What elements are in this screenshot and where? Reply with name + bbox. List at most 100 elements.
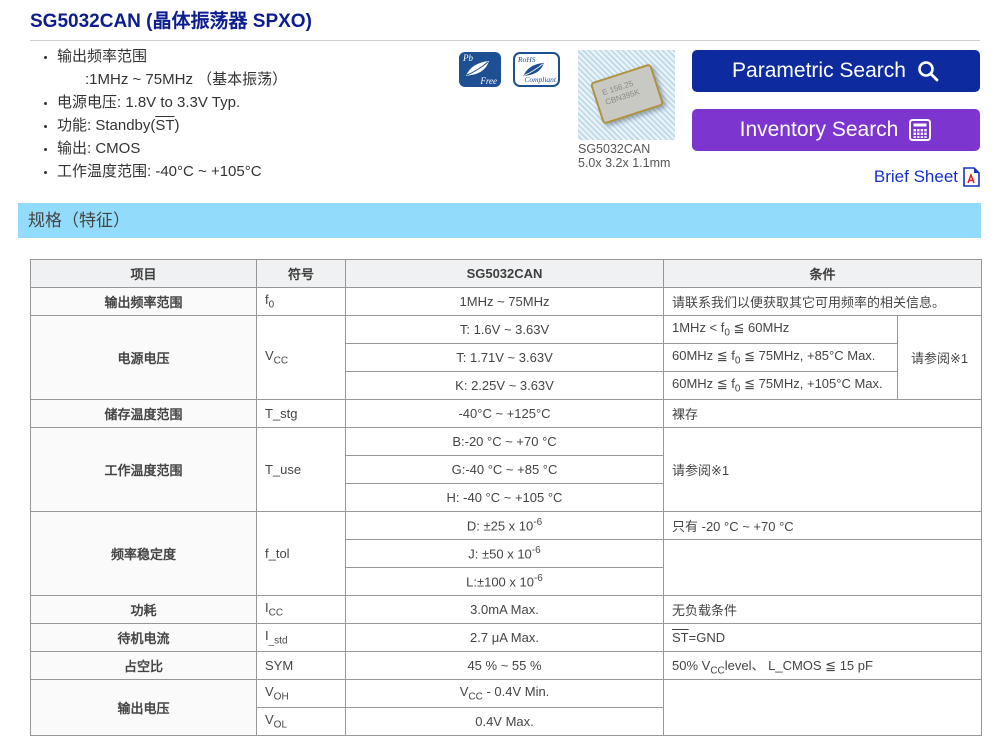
brief-sheet-link[interactable]: Brief Sheet: [874, 167, 980, 187]
product-caption-size: 5.0x 3.2x 1.1mm: [578, 156, 671, 170]
row-freq-symbol: f0: [256, 287, 346, 316]
value-text: D: ±25 x 10: [466, 518, 534, 534]
feature-bullet-list: 输出频率范围 :1MHz ~ 75MHz （基本振荡） 电源电压: 1.8V t…: [57, 48, 457, 186]
cond-text: 1MHz < f: [672, 320, 725, 336]
search-icon: [918, 61, 939, 82]
table-row: 储存温度范围 T_stg -40°C ~ +125°C 裸存: [30, 399, 983, 428]
cond-text: 60MHz ≦ f: [672, 376, 735, 392]
value-text: J: ±50 x 10: [468, 546, 532, 562]
col-header-item: 项目: [30, 259, 257, 288]
product-photo: E 156.25 CBN395K: [578, 50, 675, 140]
pb-free-badge-bottom-label: Free: [480, 76, 497, 86]
cond-text: =GND: [688, 630, 726, 645]
cond-overline-text: ST: [672, 630, 689, 645]
value-sup: -6: [533, 517, 543, 529]
row-duty-item: 占空比: [30, 651, 257, 680]
table-row: K: 2.25V ~ 3.63V 60MHz ≦ f0 ≦ 75MHz, +10…: [31, 371, 982, 400]
row-vcc-symbol: VCC: [256, 315, 346, 400]
bullet-output: 输出: CMOS: [57, 140, 457, 157]
table-row: 频率稳定度 f_tol D: ±25 x 10-6 只有 -20 °C ~ +7…: [30, 511, 983, 596]
row-istd-value: 2.7 μA Max.: [345, 623, 664, 652]
value-text: - 0.4V Min.: [482, 684, 550, 700]
table-row: G:-40 °C ~ +85 °C: [31, 455, 982, 484]
cond-text: ≦ 75MHz, +105°C Max.: [740, 376, 883, 392]
row-duty-symbol: SYM: [256, 651, 346, 680]
value-sup: -6: [533, 573, 543, 585]
cond-sub: CC: [710, 665, 725, 677]
row-tuse-value-2: G:-40 °C ~ +85 °C: [345, 455, 664, 484]
symbol-base: I: [265, 628, 269, 644]
table-row: VOL 0.4V Max.: [31, 707, 982, 736]
row-ftol-item: 频率稳定度: [30, 511, 257, 596]
symbol-sub: CC: [268, 607, 284, 619]
row-vout-condition: [662, 679, 983, 736]
bullet-supply-voltage: 电源电压: 1.8V to 3.3V Typ.: [57, 94, 457, 111]
bullet-function-st: ST: [155, 117, 175, 134]
row-voh-value: VCC - 0.4V Min.: [345, 679, 664, 708]
page-title: SG5032CAN (晶体振荡器 SPXO): [30, 11, 312, 32]
bullet-function: 功能: Standby(ST): [57, 117, 457, 134]
table-row: L:±100 x 10-6: [31, 567, 982, 596]
row-ftol-condition-1: 只有 -20 °C ~ +70 °C: [662, 511, 983, 540]
rohs-badge-bottom-label: Compliant: [524, 75, 556, 84]
row-istd-condition: ST=GND: [662, 623, 983, 652]
inventory-search-button[interactable]: Inventory Search: [692, 109, 980, 151]
title-divider: [30, 40, 980, 41]
section-header-specs: 规格（特征）: [18, 203, 981, 238]
value-text: L:±100 x 10: [466, 574, 534, 590]
row-tstg-item: 储存温度范围: [30, 399, 257, 428]
value-text: V: [459, 684, 469, 700]
bullet-function-suffix: ): [174, 117, 180, 134]
value-sub: CC: [468, 691, 483, 703]
table-row: 输出频率范围 f0 1MHz ~ 75MHz 请联系我们以便获取其它可用频率的相…: [30, 287, 983, 316]
table-row: 工作温度范围 T_use B:-20 °C ~ +70 °C 请参阅※1: [30, 427, 983, 512]
col-header-symbol: 符号: [256, 259, 346, 288]
row-vcc-value-1: T: 1.6V ~ 3.63V: [345, 315, 664, 344]
calculator-icon: [909, 119, 932, 141]
row-duty-condition: 50% VCClevel、 L_CMOS ≦ 15 pF: [662, 651, 983, 680]
symbol-base: f: [265, 292, 269, 308]
row-freq-item: 输出频率范围: [30, 287, 257, 316]
leaf-icon: [466, 61, 489, 76]
row-vcc-condition-2: 60MHz ≦ f0 ≦ 75MHz, +85°C Max.: [663, 343, 898, 372]
row-vol-symbol: VOL: [256, 707, 346, 736]
brief-sheet-label: Brief Sheet: [873, 167, 958, 186]
spec-table: 项目 符号 SG5032CAN 条件 输出频率范围 f0 1MHz ~ 75MH…: [30, 259, 983, 736]
row-tuse-item: 工作温度范围: [30, 427, 257, 512]
row-istd-symbol: I_std: [256, 623, 346, 652]
bullet-temp-range: 工作温度范围: -40°C ~ +105°C: [57, 163, 457, 180]
symbol-base: V: [265, 684, 274, 700]
cond-text: 60MHz ≦ f: [672, 348, 735, 364]
table-header-row: 项目 符号 SG5032CAN 条件: [30, 259, 983, 288]
symbol-sub: OH: [273, 691, 289, 703]
pb-free-badge-top-label: Pb: [463, 53, 473, 63]
row-vout-item: 输出电压: [30, 679, 257, 736]
table-row: 输出电压 VOH VCC - 0.4V Min.: [30, 679, 983, 736]
row-tstg-symbol: T_stg: [256, 399, 346, 428]
row-vcc-note: 请参阅※1: [896, 315, 983, 400]
parametric-search-button[interactable]: Parametric Search: [692, 50, 980, 92]
row-ftol-symbol: f_tol: [256, 511, 346, 596]
symbol-sub: 0: [268, 299, 275, 311]
table-row: H: -40 °C ~ +105 °C: [31, 483, 982, 512]
row-vcc-condition-1: 1MHz < f0 ≦ 60MHz: [663, 315, 898, 344]
row-tuse-symbol: T_use: [256, 427, 346, 512]
row-ftol-value-1: D: ±25 x 10-6: [345, 511, 664, 540]
row-vcc-item: 电源电压: [30, 315, 257, 400]
row-duty-value: 45 % ~ 55 %: [345, 651, 664, 680]
chip-image: E 156.25 CBN395K: [589, 63, 665, 125]
parametric-search-label: Parametric Search: [732, 59, 906, 82]
table-row: 功耗 ICC 3.0mA Max. 无负载条件: [30, 595, 983, 624]
row-icc-condition: 无负载条件: [662, 595, 983, 624]
row-ftol-condition-2: [662, 539, 983, 596]
bullet-function-prefix: 功能: Standby(: [57, 117, 156, 134]
value-sup: -6: [531, 545, 541, 557]
symbol-base: I: [265, 600, 269, 616]
leaf-icon: [523, 62, 544, 77]
bullet-frequency-label: 输出频率范围: [57, 48, 148, 65]
cond-text: ≦ 60MHz: [729, 320, 790, 336]
table-row: 电源电压 VCC T: 1.6V ~ 3.63V 1MHz < f0 ≦ 60M…: [30, 315, 983, 400]
row-voh-symbol: VOH: [256, 679, 346, 708]
cond-sub: 0: [724, 327, 730, 339]
